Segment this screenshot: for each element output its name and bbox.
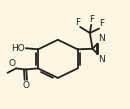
Text: F: F	[75, 18, 80, 27]
Text: O: O	[22, 81, 29, 90]
Text: N: N	[98, 34, 105, 43]
Text: F: F	[99, 19, 105, 28]
Text: F: F	[89, 15, 94, 24]
Text: N: N	[98, 55, 105, 64]
Text: O: O	[9, 59, 16, 68]
Text: HO: HO	[11, 44, 25, 53]
